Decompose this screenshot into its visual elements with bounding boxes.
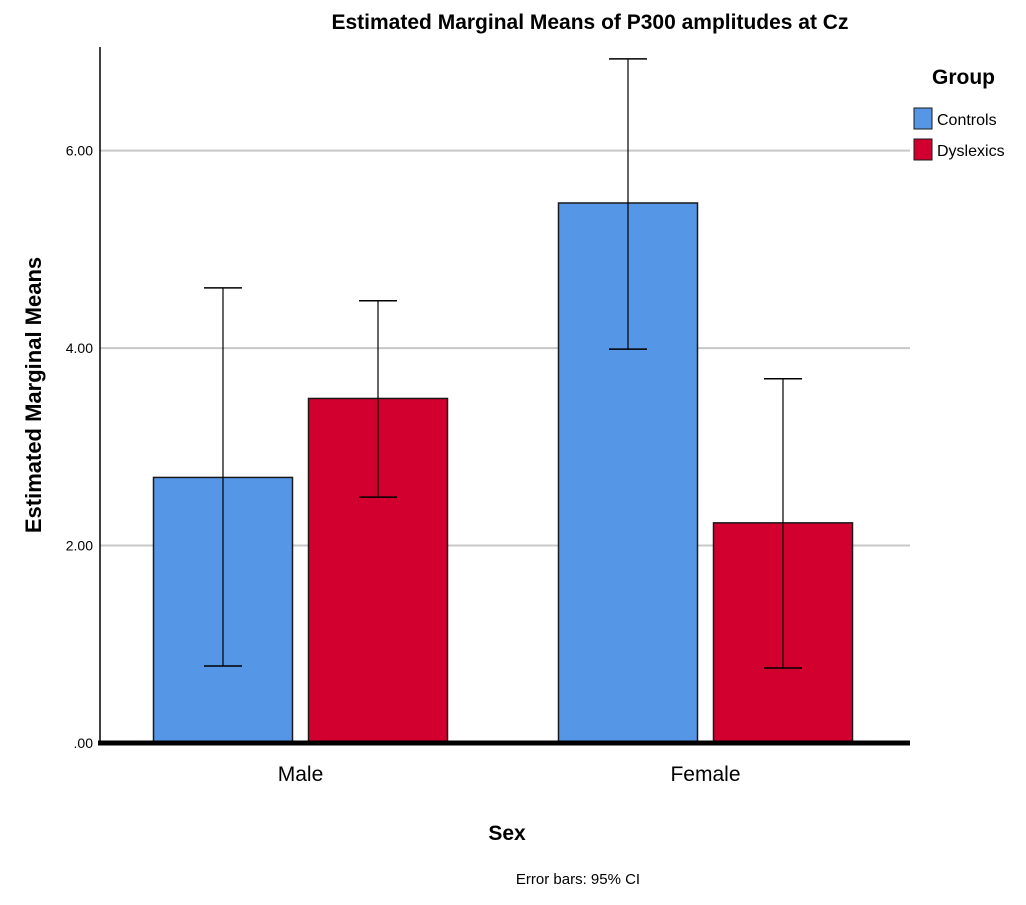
x-axis-title: Sex: [488, 822, 526, 845]
y-tick-label: 2.00: [66, 538, 93, 554]
legend-items: Controls Dyslexics: [913, 107, 1005, 161]
chart-title: Estimated Marginal Means of P300 amplitu…: [332, 11, 849, 34]
bars: [152, 202, 854, 744]
legend-label: Dyslexics: [937, 143, 1005, 160]
legend-swatch: [913, 138, 933, 161]
error-bars: [204, 58, 802, 669]
y-tick-label: 4.00: [66, 340, 93, 356]
legend-swatch: [913, 107, 933, 130]
x-tick-label: Female: [670, 763, 740, 786]
error-bars-note: Error bars: 95% CI: [516, 871, 640, 888]
y-tick-label: 6.00: [66, 143, 93, 159]
legend-label: Controls: [937, 112, 997, 129]
y-tick-label: .00: [74, 735, 94, 751]
legend: Group Controls Dyslexics: [913, 66, 1005, 161]
x-tick-label: Male: [278, 763, 324, 786]
legend-title: Group: [932, 66, 995, 89]
axes: [98, 47, 910, 746]
y-axis-title: Estimated Marginal Means: [21, 257, 46, 533]
y-tick-labels: .00 2.00 4.00 6.00: [66, 143, 93, 751]
x-category-labels: Male Female: [278, 763, 741, 786]
